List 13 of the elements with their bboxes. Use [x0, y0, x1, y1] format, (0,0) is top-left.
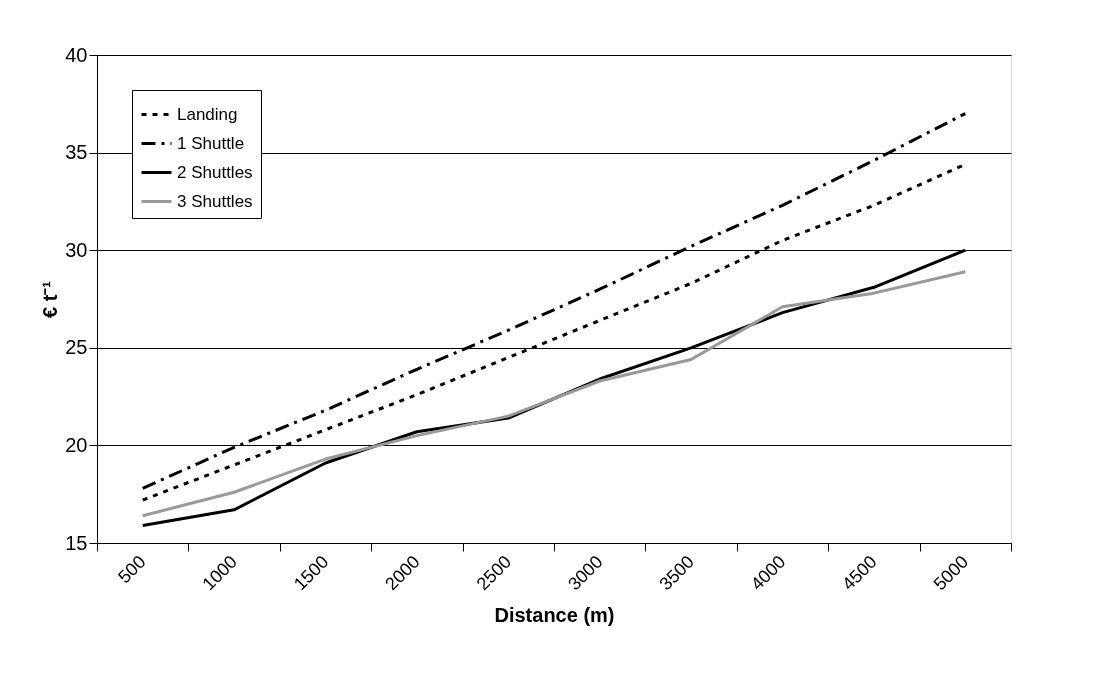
y-tick-label: 35 [65, 141, 88, 164]
legend-label: Landing [177, 104, 238, 124]
x-axis-title: Distance (m) [494, 604, 615, 627]
y-tick-label: 25 [65, 336, 88, 359]
y-tick-label: 30 [65, 238, 88, 261]
y-tick-label: 15 [65, 531, 88, 554]
y-tick-label: 40 [65, 43, 88, 66]
y-tick-label: 20 [65, 433, 88, 456]
x-tick-label: 500 [114, 551, 150, 588]
y-axis-title: € t⁻¹ [39, 280, 62, 318]
legend-label: 3 Shuttles [177, 191, 253, 211]
legend-label: 1 Shuttle [177, 133, 245, 153]
legend-label: 2 Shuttles [177, 162, 253, 182]
